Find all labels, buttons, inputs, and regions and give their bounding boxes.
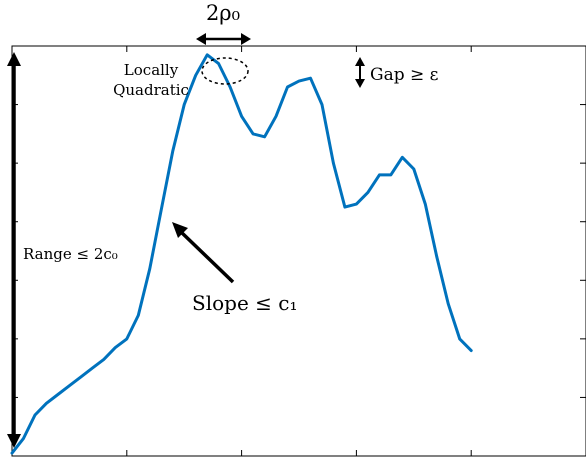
slope-label: Slope ≤ c₁: [192, 291, 297, 315]
gap-arrow: [355, 57, 365, 88]
series-line: [10, 53, 473, 455]
slope-arrow: [172, 222, 235, 284]
quadratic-region-ellipse: [201, 57, 249, 85]
quadratic-label-line1: Locally: [124, 61, 179, 79]
width-arrow: [196, 33, 251, 45]
range-arrow: [7, 52, 21, 448]
quadratic-label-line2: Quadratic: [113, 81, 189, 99]
gap-label: Gap ≥ ε: [370, 65, 439, 85]
width-label: 2ρ₀: [206, 1, 240, 25]
plot-frame: [11, 45, 586, 457]
range-label: Range ≤ 2c₀: [23, 245, 118, 263]
